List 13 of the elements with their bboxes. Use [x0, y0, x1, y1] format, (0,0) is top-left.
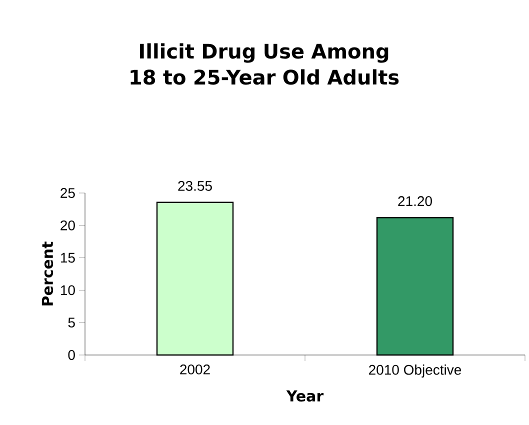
data-label: 23.55 [178, 180, 212, 191]
y-tick-label: 20 [60, 220, 75, 230]
x-tick-label: 2002 [180, 364, 210, 374]
data-label: 21.20 [398, 196, 432, 206]
y-axis-title: Percent [42, 242, 54, 306]
y-tick-label: 10 [60, 285, 75, 296]
y-tick-label: 0 [68, 350, 75, 360]
y-tick-label: 15 [60, 252, 75, 263]
x-axis-title: Year [286, 390, 324, 402]
y-tick-label: 5 [68, 318, 75, 328]
chart-title: Illicit Drug Use Among 18 to 25-Year Old Adults [130, 43, 399, 85]
x-tick-label: 2010 Objective [369, 364, 462, 378]
y-tick-label: 25 [60, 188, 75, 198]
